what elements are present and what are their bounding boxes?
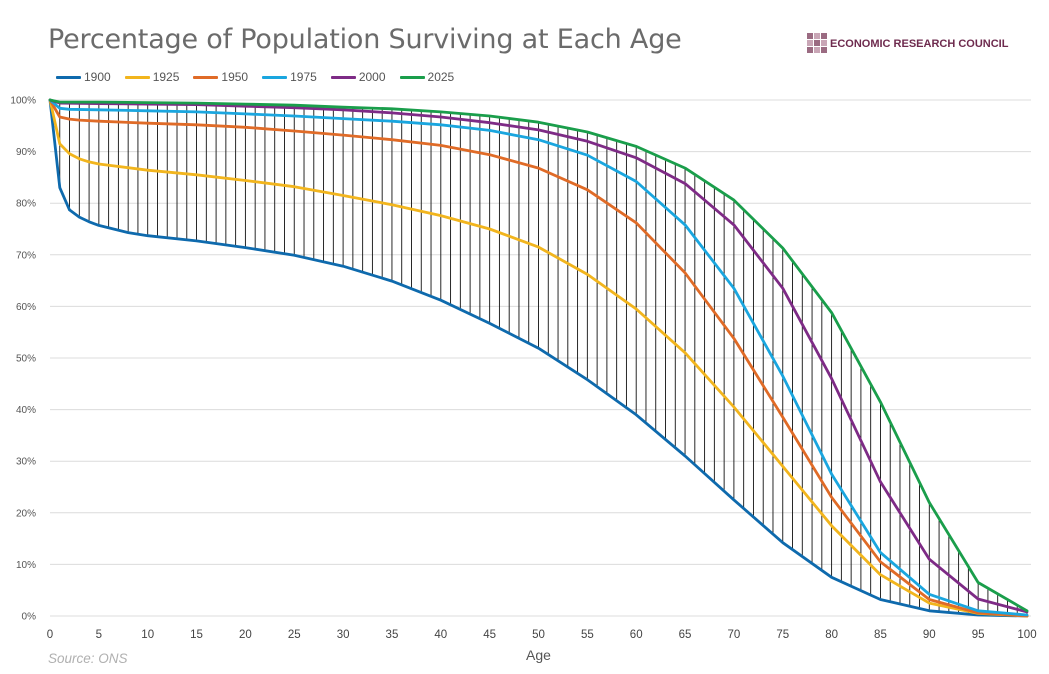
y-tick-label: 100% bbox=[10, 96, 36, 107]
x-tick-label: 20 bbox=[239, 629, 252, 641]
x-tick-label: 30 bbox=[337, 629, 350, 641]
hatch-lines bbox=[59, 102, 1028, 616]
x-tick-label: 10 bbox=[141, 629, 154, 641]
x-tick-label: 15 bbox=[190, 629, 203, 641]
legend-label: 1925 bbox=[152, 70, 180, 84]
x-tick-label: 0 bbox=[47, 629, 53, 641]
legend-swatch bbox=[193, 75, 219, 79]
series-line-1975 bbox=[48, 98, 1029, 617]
brand-logo: ECONOMIC RESEARCH COUNCIL bbox=[807, 33, 1008, 55]
chart-legend: 1900 1925 1950 1975 2000 2025 bbox=[56, 70, 468, 84]
legend-item-1900: 1900 bbox=[56, 70, 111, 84]
x-tick-label: 85 bbox=[874, 629, 887, 641]
source-note: Source: ONS bbox=[48, 651, 128, 666]
legend-swatch bbox=[330, 75, 356, 79]
legend-item-1925: 1925 bbox=[124, 70, 180, 84]
y-tick-label: 50% bbox=[16, 354, 36, 365]
x-tick-label: 100 bbox=[1017, 629, 1036, 641]
legend-label: 2000 bbox=[358, 70, 386, 84]
series-line-1925 bbox=[48, 98, 1029, 618]
legend-label: 1950 bbox=[221, 70, 249, 84]
y-tick-label: 30% bbox=[16, 457, 36, 468]
x-tick-label: 65 bbox=[679, 629, 692, 641]
legend-item-2000: 2000 bbox=[330, 70, 386, 84]
legend-item-2025: 2025 bbox=[399, 70, 455, 84]
legend-item-1975: 1975 bbox=[262, 70, 317, 84]
chart-title: Percentage of Population Surviving at Ea… bbox=[48, 24, 682, 55]
series-line-1900 bbox=[48, 98, 1029, 618]
gridlines bbox=[50, 99, 1031, 617]
x-tick-label: 70 bbox=[728, 629, 741, 641]
series-line-2025 bbox=[48, 98, 1029, 613]
x-tick-label: 35 bbox=[386, 629, 399, 641]
y-tick-label: 20% bbox=[16, 508, 36, 519]
y-tick-label: 0% bbox=[22, 612, 37, 623]
x-tick-label: 45 bbox=[483, 629, 496, 641]
brand-name: ECONOMIC RESEARCH COUNCIL bbox=[830, 38, 1009, 50]
legend-swatch bbox=[56, 75, 81, 79]
y-tick-label: 90% bbox=[16, 147, 36, 158]
x-axis-ticks: 0 5 10 15 20 25 30 35 40 45 50 55 60 65 70 75 80 85 90 95 10… bbox=[47, 629, 1037, 641]
brand-grid-icon bbox=[807, 33, 827, 55]
x-tick-label: 80 bbox=[825, 629, 838, 641]
series-line-1950 bbox=[48, 98, 1029, 618]
legend-item-1950: 1950 bbox=[193, 70, 248, 84]
x-tick-label: 25 bbox=[288, 629, 301, 641]
x-tick-label: 90 bbox=[923, 629, 936, 641]
legend-label: 1975 bbox=[290, 70, 317, 84]
x-tick-label: 95 bbox=[972, 629, 985, 641]
y-axis-ticks: 0% 10% 20% 30% 40% 50% 60% 70% 80% 90% 100% bbox=[10, 96, 36, 623]
legend-label: 2025 bbox=[427, 70, 455, 84]
y-tick-label: 60% bbox=[16, 302, 36, 313]
legend-swatch bbox=[399, 75, 425, 79]
x-axis-label: Age bbox=[526, 647, 551, 663]
x-tick-label: 55 bbox=[581, 629, 594, 641]
legend-label: 1900 bbox=[84, 70, 111, 84]
series-lines bbox=[48, 98, 1029, 618]
y-tick-label: 80% bbox=[16, 199, 36, 210]
legend-swatch bbox=[262, 75, 288, 79]
y-tick-label: 10% bbox=[16, 560, 36, 571]
x-tick-label: 5 bbox=[96, 629, 102, 641]
legend-swatch bbox=[124, 75, 150, 79]
x-tick-label: 50 bbox=[532, 629, 545, 641]
x-tick-label: 40 bbox=[434, 629, 447, 641]
series-line-2000 bbox=[48, 98, 1029, 614]
x-tick-label: 75 bbox=[776, 629, 789, 641]
x-tick-label: 60 bbox=[630, 629, 643, 641]
y-tick-label: 40% bbox=[16, 405, 36, 416]
y-tick-label: 70% bbox=[16, 250, 36, 261]
